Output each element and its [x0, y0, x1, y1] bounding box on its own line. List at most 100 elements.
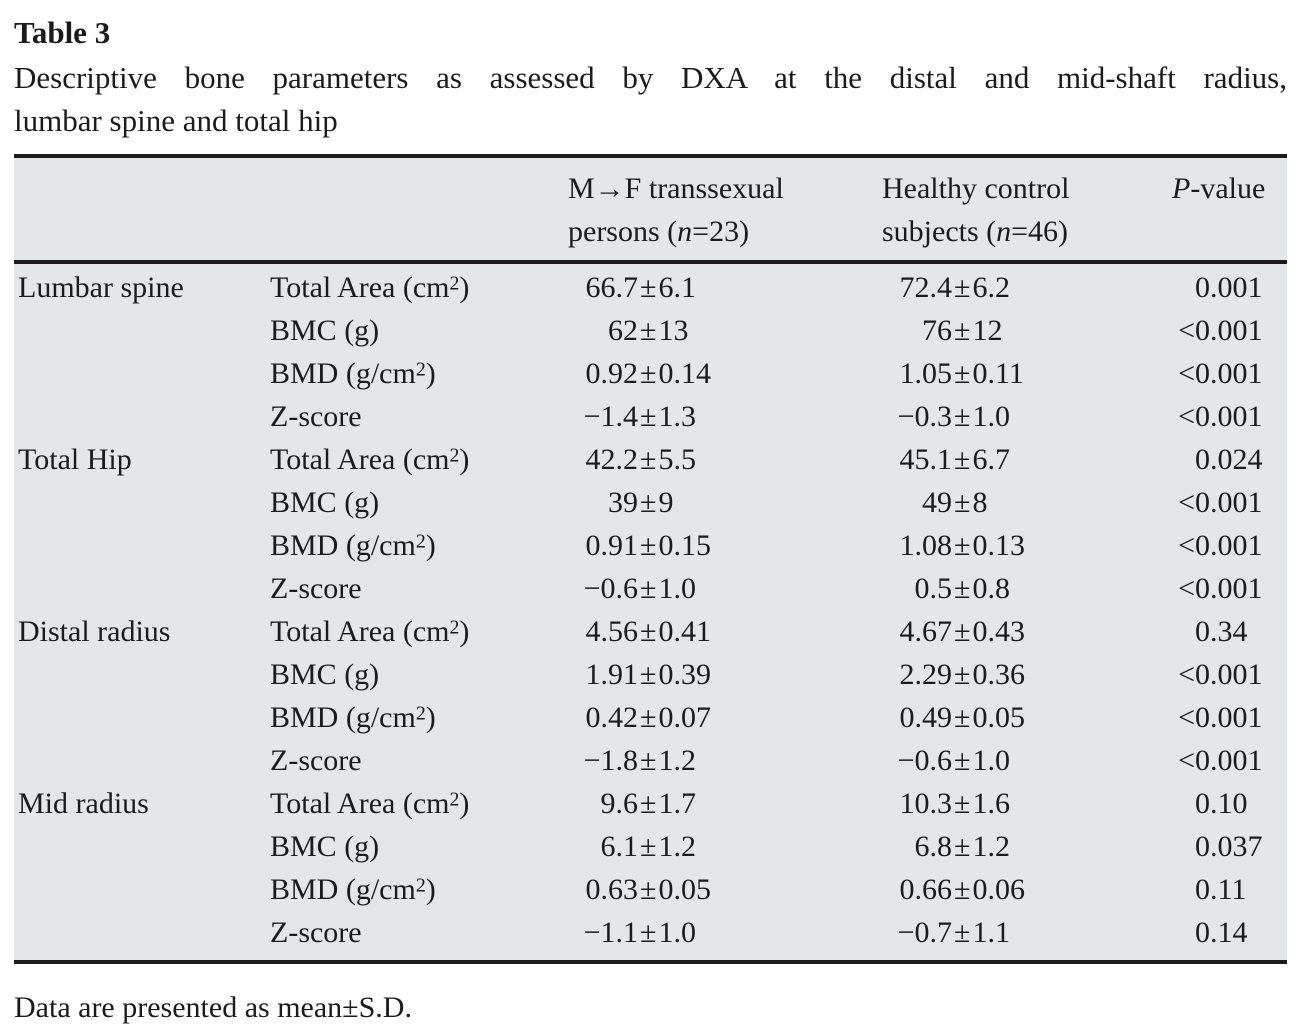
sd-value: 1.0	[972, 744, 1010, 777]
parameter-cell: BMC (g)	[270, 314, 380, 347]
parameter-cell: Total Area (cm2)	[270, 615, 470, 648]
p-number: 0.001	[1195, 357, 1263, 390]
plus-minus-sign: ±	[954, 916, 971, 949]
sd-value: 0.11	[972, 357, 1024, 390]
table-caption: Descriptive bone parameters as assessed …	[14, 56, 1287, 142]
table-row: BMC (g) 39 ±9 49 ±8 <0.001	[14, 481, 1287, 524]
mean-value: 0.92	[585, 357, 639, 390]
parameter-cell: Total Area (cm2)	[270, 443, 470, 476]
plus-minus-sign: ±	[640, 615, 657, 648]
parameter-cell: Z-score	[270, 916, 362, 949]
less-than-sign: <	[1178, 486, 1195, 519]
site-cell: Distal radius	[18, 615, 171, 648]
header-mf-line1: M→F transsexual	[568, 172, 784, 205]
plus-minus-sign: ±	[954, 615, 971, 648]
sd-value: 0.05	[658, 873, 711, 906]
mf-value-cell: 39 ±9	[568, 481, 882, 524]
mean-value: −0.3	[897, 400, 952, 433]
plus-minus-sign: ±	[640, 314, 657, 347]
control-value-cell: 76 ±12	[882, 309, 1172, 352]
plus-minus-sign: ±	[640, 486, 657, 519]
p-number: 0.001	[1195, 271, 1263, 304]
mean-value: 0.66	[899, 873, 953, 906]
mf-value-cell: −1.1 ±1.0	[568, 911, 882, 954]
mean-value: 0.63	[585, 873, 639, 906]
mean-value: 4.56	[585, 615, 639, 648]
mf-value-cell: 4.56 ±0.41	[568, 610, 882, 653]
p-number: 0.34	[1195, 615, 1248, 648]
table-footnote: Data are presented as mean±S.D.	[14, 991, 412, 1024]
mf-value-cell: 0.91 ±0.15	[568, 524, 882, 567]
plus-minus-sign: ±	[954, 873, 971, 906]
less-than-sign: <	[1178, 658, 1195, 691]
less-than-sign: <	[1178, 744, 1195, 777]
bone-parameters-table: M→F transsexual persons (n=23) Healthy c…	[14, 154, 1287, 964]
p-value-cell: <0.001	[1172, 524, 1287, 567]
mf-value-cell: −1.4 ±1.3	[568, 395, 882, 438]
table-caption-line2: lumbar spine and total hip	[14, 103, 338, 138]
parameter-cell: BMC (g)	[270, 486, 380, 519]
control-value-cell: 0.66 ±0.06	[882, 868, 1172, 911]
less-than-sign: <	[1178, 701, 1195, 734]
control-value-cell: 2.29 ±0.36	[882, 653, 1172, 696]
sd-value: 6.7	[972, 443, 1010, 476]
control-value-cell: 6.8 ±1.2	[882, 825, 1172, 868]
sd-value: 1.0	[972, 400, 1010, 433]
mean-value: −0.7	[897, 916, 952, 949]
p-value-cell: 0.001	[1172, 266, 1287, 309]
p-value-cell: <0.001	[1172, 309, 1287, 352]
table-row: Mid radius Total Area (cm2) 9.6 ±1.7 10.3 ±1.…	[14, 782, 1287, 825]
plus-minus-sign: ±	[954, 787, 971, 820]
control-value-cell: 0.49 ±0.05	[882, 696, 1172, 739]
mean-value: 1.08	[899, 529, 953, 562]
sd-value: 6.2	[972, 271, 1010, 304]
table-row: Total Hip Total Area (cm2) 42.2 ±5.5 45.1 ±6.…	[14, 438, 1287, 481]
mean-value: 39	[608, 486, 638, 519]
plus-minus-sign: ±	[640, 830, 657, 863]
p-value-cell: <0.001	[1172, 567, 1287, 610]
plus-minus-sign: ±	[640, 701, 657, 734]
sd-value: 0.07	[658, 701, 711, 734]
sd-value: 8	[972, 486, 988, 519]
mean-value: 6.1	[600, 830, 639, 863]
mean-value: 1.91	[585, 658, 639, 691]
mf-value-cell: −1.8 ±1.2	[568, 739, 882, 782]
mean-value: 0.91	[585, 529, 639, 562]
p-symbol: P	[1172, 172, 1191, 205]
header-control-line1: Healthy control	[882, 172, 1070, 205]
less-than-sign: <	[1178, 357, 1195, 390]
n-symbol: n	[677, 215, 693, 248]
mf-value-cell: 0.42 ±0.07	[568, 696, 882, 739]
table-row: Lumbar spine Total Area (cm2) 66.7 ±6.1 72.4…	[14, 266, 1287, 309]
plus-minus-sign: ±	[640, 744, 657, 777]
parameter-cell: BMD (g/cm2)	[270, 701, 436, 734]
p-number: 0.11	[1195, 873, 1247, 906]
mean-value: −1.1	[583, 916, 638, 949]
mf-value-cell: 6.1 ±1.2	[568, 825, 882, 868]
mean-value: 1.05	[899, 357, 953, 390]
sd-value: 6.1	[658, 271, 696, 304]
sd-value: 0.8	[972, 572, 1010, 605]
mean-value: 49	[922, 486, 952, 519]
sd-value: 0.14	[658, 357, 711, 390]
header-pvalue-cell: P-value	[1172, 167, 1287, 210]
plus-minus-sign: ±	[954, 486, 971, 519]
less-than-sign: <	[1178, 572, 1195, 605]
table-row: Z-score −1.8 ±1.2 −0.6 ±1.0 <0.001	[14, 739, 1287, 782]
p-number: 0.024	[1195, 443, 1263, 476]
p-value-cell: <0.001	[1172, 352, 1287, 395]
p-value-cell: <0.001	[1172, 696, 1287, 739]
sd-value: 1.0	[658, 916, 696, 949]
mean-value: 9.6	[600, 787, 639, 820]
sd-value: 1.7	[658, 787, 696, 820]
parameter-cell: BMD (g/cm2)	[270, 529, 436, 562]
plus-minus-sign: ±	[640, 443, 657, 476]
header-mf-group-cell: M→F transsexual persons (n=23)	[568, 167, 882, 253]
sd-value: 1.2	[658, 830, 696, 863]
table-caption-line1: Descriptive bone parameters as assessed …	[14, 60, 1287, 95]
control-value-cell: 1.08 ±0.13	[882, 524, 1172, 567]
p-number: 0.14	[1195, 916, 1248, 949]
mean-value: 2.29	[899, 658, 953, 691]
table-row: BMD (g/cm2) 0.92 ±0.14 1.05 ±0.11 <0.001	[14, 352, 1287, 395]
p-value-cell: 0.024	[1172, 438, 1287, 481]
